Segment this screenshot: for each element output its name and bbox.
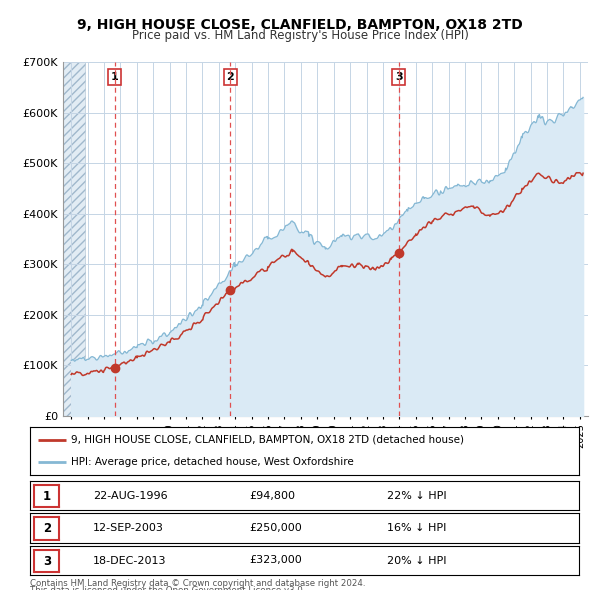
Text: 2: 2 xyxy=(43,522,51,535)
Text: 1: 1 xyxy=(111,72,118,82)
Text: HPI: Average price, detached house, West Oxfordshire: HPI: Average price, detached house, West… xyxy=(71,457,354,467)
Text: £94,800: £94,800 xyxy=(250,491,296,500)
Bar xyxy=(63,62,85,416)
Text: £250,000: £250,000 xyxy=(250,523,302,533)
Text: 18-DEC-2013: 18-DEC-2013 xyxy=(93,556,167,565)
Text: £323,000: £323,000 xyxy=(250,556,302,565)
Text: 20% ↓ HPI: 20% ↓ HPI xyxy=(387,556,446,565)
Text: 22% ↓ HPI: 22% ↓ HPI xyxy=(387,491,446,500)
Text: Contains HM Land Registry data © Crown copyright and database right 2024.: Contains HM Land Registry data © Crown c… xyxy=(30,579,365,588)
Text: 12-SEP-2003: 12-SEP-2003 xyxy=(93,523,164,533)
Text: 3: 3 xyxy=(43,555,51,568)
Text: 22-AUG-1996: 22-AUG-1996 xyxy=(93,491,168,500)
Bar xyxy=(63,62,85,416)
Text: 2: 2 xyxy=(227,72,234,82)
Text: Price paid vs. HM Land Registry's House Price Index (HPI): Price paid vs. HM Land Registry's House … xyxy=(131,30,469,42)
Text: 16% ↓ HPI: 16% ↓ HPI xyxy=(387,523,446,533)
Text: 1: 1 xyxy=(43,490,51,503)
Text: 3: 3 xyxy=(395,72,403,82)
Text: 9, HIGH HOUSE CLOSE, CLANFIELD, BAMPTON, OX18 2TD (detached house): 9, HIGH HOUSE CLOSE, CLANFIELD, BAMPTON,… xyxy=(71,435,464,445)
Text: 9, HIGH HOUSE CLOSE, CLANFIELD, BAMPTON, OX18 2TD: 9, HIGH HOUSE CLOSE, CLANFIELD, BAMPTON,… xyxy=(77,18,523,32)
Text: This data is licensed under the Open Government Licence v3.0.: This data is licensed under the Open Gov… xyxy=(30,586,305,590)
